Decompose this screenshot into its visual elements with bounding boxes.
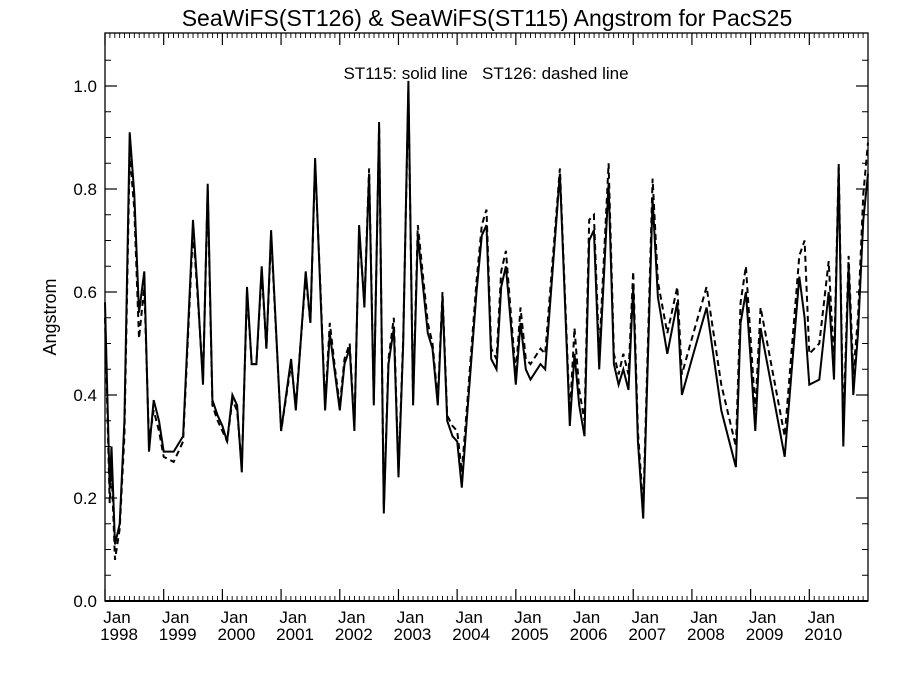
x-tick-label-month: Jan [749,608,776,627]
x-tick-label-year: 2007 [628,625,666,644]
y-tick-label: 0.6 [73,283,97,302]
x-tick-label-year: 2002 [335,625,373,644]
y-tick-label: 1.0 [73,77,97,96]
x-tick-label-year: 2003 [394,625,432,644]
y-tick-label: 0.0 [73,592,97,611]
x-tick-label-year: 2008 [687,625,725,644]
x-axis: Jan1998Jan1999Jan2000Jan2001Jan2002Jan20… [100,33,868,644]
plot-frame [104,32,869,602]
x-tick-label-month: Jan [279,608,306,627]
x-tick-label-year: 2004 [452,625,490,644]
series-line-st115 [104,80,869,545]
x-tick-label-month: Jan [455,608,482,627]
x-tick-label-month: Jan [338,608,365,627]
series-line-st126 [104,91,869,560]
x-tick-label-year: 2010 [804,625,842,644]
x-tick-label-year: 2006 [570,625,608,644]
x-tick-label-year: 2001 [276,625,314,644]
x-tick-label-year: 2000 [217,625,255,644]
x-tick-label-month: Jan [103,608,130,627]
y-axis: 0.0 0.2 0.4 0.6 0.8 1.0 [73,59,868,611]
x-tick-label-month: Jan [632,608,659,627]
y-tick-label: 0.8 [73,180,97,199]
series-legend-annotation: ST115: solid line ST126: dashed line [343,64,628,83]
x-tick-label-year: 1998 [100,625,138,644]
x-tick-label-month: Jan [221,608,248,627]
y-axis-label: Angstrom [40,278,60,355]
y-tick-label: 0.4 [73,386,97,405]
x-tick-label-month: Jan [573,608,600,627]
chart-title: SeaWiFS(ST126) & SeaWiFS(ST115) Angstrom… [182,5,793,31]
series-group [104,80,869,560]
x-tick-label-year: 2009 [746,625,784,644]
x-tick-label-year: 1999 [159,625,197,644]
y-tick-label: 0.2 [73,489,97,508]
x-tick-label-month: Jan [808,608,835,627]
x-tick-label-month: Jan [514,608,541,627]
x-tick-label-year: 2005 [511,625,549,644]
x-tick-label-month: Jan [690,608,717,627]
x-tick-label-month: Jan [162,608,189,627]
x-tick-label-month: Jan [397,608,424,627]
